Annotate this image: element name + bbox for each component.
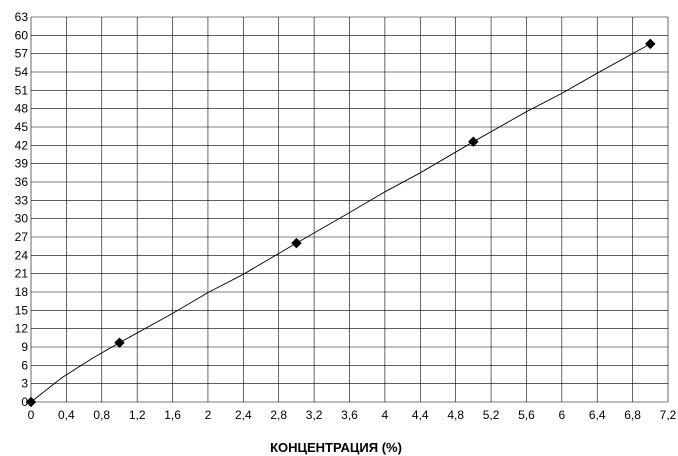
x-tick-label: 4 xyxy=(382,408,389,422)
x-tick-label: 2,4 xyxy=(235,408,252,422)
x-tick-label: 6 xyxy=(558,408,565,422)
trend-line xyxy=(30,43,651,403)
y-tick-label: 33 xyxy=(15,193,29,207)
x-tick-label: 2,8 xyxy=(270,408,287,422)
trend-line-layer xyxy=(30,43,651,403)
y-tick-label: 9 xyxy=(21,340,28,354)
x-tick-label: 3,2 xyxy=(306,408,323,422)
x-axis-ticks: 0 0,4 0,8 1,2 1,6 2 2,4 2,8 3,2 3,6 4 4,4 4,8 5,2 5,6 6… xyxy=(28,408,677,422)
data-point xyxy=(25,396,37,408)
y-tick-label: 15 xyxy=(15,303,29,317)
y-tick-label: 57 xyxy=(15,47,29,61)
y-tick-label: 0 xyxy=(21,395,28,409)
x-tick-label: 6,8 xyxy=(624,408,641,422)
data-point xyxy=(468,136,479,147)
y-tick-label: 12 xyxy=(15,322,29,336)
y-tick-label: 60 xyxy=(15,28,29,42)
y-tick-label: 42 xyxy=(15,138,29,152)
y-tick-label: 39 xyxy=(15,157,29,171)
y-tick-label: 6 xyxy=(21,358,28,372)
grid xyxy=(30,16,669,403)
x-tick-label: 3,6 xyxy=(341,408,358,422)
x-tick-label: 2 xyxy=(205,408,212,422)
y-tick-label: 3 xyxy=(21,377,28,391)
data-point xyxy=(114,337,125,348)
y-tick-label: 54 xyxy=(15,65,29,79)
x-tick-label: 4,4 xyxy=(412,408,429,422)
y-tick-label: 18 xyxy=(15,285,29,299)
x-tick-label: 6,4 xyxy=(589,408,606,422)
y-tick-label: 51 xyxy=(15,83,29,97)
x-tick-label: 0,8 xyxy=(93,408,110,422)
y-tick-label: 45 xyxy=(15,120,29,134)
data-points xyxy=(25,38,656,408)
y-tick-label: 36 xyxy=(15,175,29,189)
x-tick-label: 5,2 xyxy=(483,408,500,422)
y-tick-label: 21 xyxy=(15,267,29,281)
y-tick-label: 24 xyxy=(15,248,29,262)
y-tick-label: 30 xyxy=(15,212,29,226)
data-point xyxy=(291,237,302,249)
x-tick-label: 1,2 xyxy=(129,408,146,422)
y-tick-label: 63 xyxy=(15,10,29,24)
x-tick-label: 0,4 xyxy=(58,408,75,422)
x-tick-label: 1,6 xyxy=(164,408,181,422)
data-point xyxy=(645,38,656,50)
x-tick-label: 0 xyxy=(28,408,35,422)
y-tick-label: 27 xyxy=(15,230,29,244)
x-axis-title: КОНЦЕНТРАЦИЯ (%) xyxy=(270,440,402,455)
x-tick-label: 5,6 xyxy=(518,408,535,422)
y-tick-label: 48 xyxy=(15,102,29,116)
x-tick-label: 4,8 xyxy=(447,408,464,422)
x-tick-label: 7,2 xyxy=(660,408,677,422)
